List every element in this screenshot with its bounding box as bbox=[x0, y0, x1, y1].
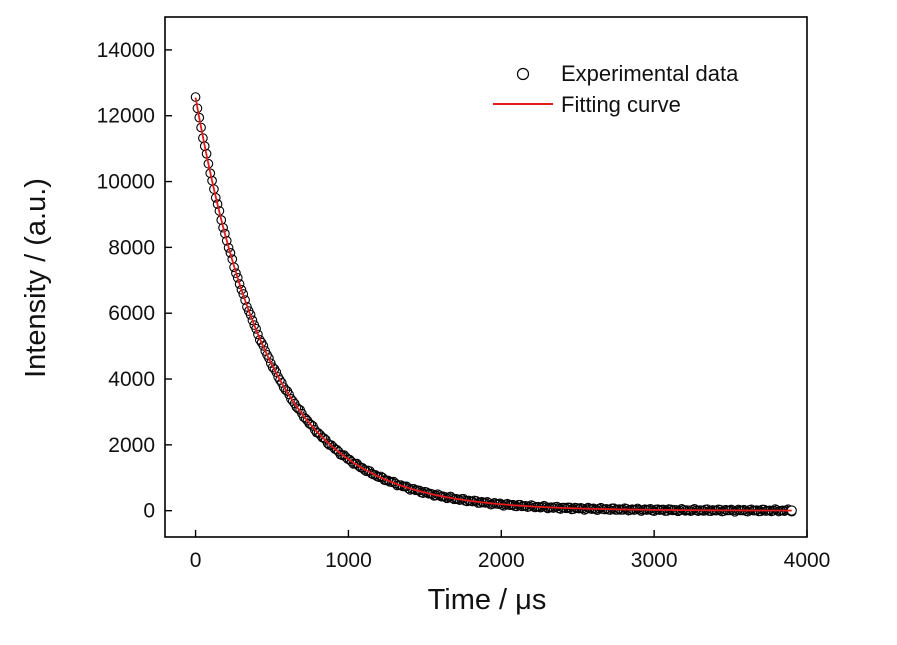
experimental-point bbox=[309, 424, 320, 435]
experimental-point bbox=[238, 289, 249, 299]
experimental-point bbox=[232, 272, 243, 283]
experimental-point bbox=[359, 464, 370, 475]
y-tick-label: 12000 bbox=[97, 105, 155, 128]
experimental-point bbox=[300, 413, 311, 424]
y-tick-label: 14000 bbox=[97, 39, 155, 62]
experimental-data-series bbox=[190, 92, 797, 517]
y-tick-label: 10000 bbox=[97, 171, 155, 194]
y-tick-label: 0 bbox=[143, 500, 155, 523]
experimental-point bbox=[234, 279, 245, 289]
x-tick-label: 4000 bbox=[784, 549, 831, 572]
experimental-point bbox=[223, 242, 234, 253]
legend-experimental-marker bbox=[516, 67, 530, 81]
experimental-point bbox=[247, 315, 258, 326]
y-tick-label: 4000 bbox=[108, 368, 155, 391]
legend: Experimental data Fitting curve bbox=[493, 61, 739, 117]
plot-frame bbox=[164, 16, 808, 538]
x-tick-label: 3000 bbox=[631, 549, 678, 572]
x-axis-title: Time / μs bbox=[428, 584, 547, 616]
x-tick-label: 1000 bbox=[325, 549, 372, 572]
experimental-point bbox=[331, 444, 342, 455]
experimental-point bbox=[258, 341, 269, 351]
experimental-point bbox=[271, 367, 282, 378]
experimental-point bbox=[229, 262, 239, 273]
experimental-point bbox=[319, 433, 329, 444]
experimental-point bbox=[333, 446, 344, 457]
experimental-point bbox=[231, 268, 241, 279]
experimental-point bbox=[225, 248, 236, 258]
x-tick-label: 0 bbox=[190, 549, 202, 572]
x-axis-ticks: 0 1000 2000 3000 4000 bbox=[190, 530, 831, 572]
y-axis-ticks: 0 2000 4000 6000 8000 10000 12000 14000 bbox=[97, 39, 172, 523]
y-tick-label: 2000 bbox=[108, 434, 155, 457]
experimental-point bbox=[221, 235, 232, 246]
experimental-point bbox=[245, 309, 256, 320]
experimental-point bbox=[264, 353, 274, 364]
experimental-point bbox=[298, 412, 309, 423]
y-axis-title: Intensity / (a.u.) bbox=[20, 178, 52, 378]
y-tick-label: 6000 bbox=[108, 302, 155, 325]
fitting-curve-series bbox=[194, 97, 792, 512]
experimental-point bbox=[242, 302, 252, 312]
experimental-point bbox=[733, 504, 744, 515]
fitting-curve-line bbox=[194, 97, 792, 512]
legend-experimental-label: Experimental data bbox=[561, 61, 739, 86]
experimental-point bbox=[267, 362, 278, 373]
x-tick-label: 2000 bbox=[478, 549, 525, 572]
experimental-point bbox=[236, 284, 247, 295]
experimental-point bbox=[220, 228, 230, 239]
experimental-point bbox=[216, 215, 227, 225]
experimental-point bbox=[306, 419, 316, 430]
y-tick-label: 8000 bbox=[108, 236, 155, 259]
experimental-point bbox=[240, 295, 250, 305]
experimental-point bbox=[251, 323, 261, 334]
experimental-point bbox=[253, 329, 263, 340]
legend-fitting-label: Fitting curve bbox=[561, 92, 681, 117]
